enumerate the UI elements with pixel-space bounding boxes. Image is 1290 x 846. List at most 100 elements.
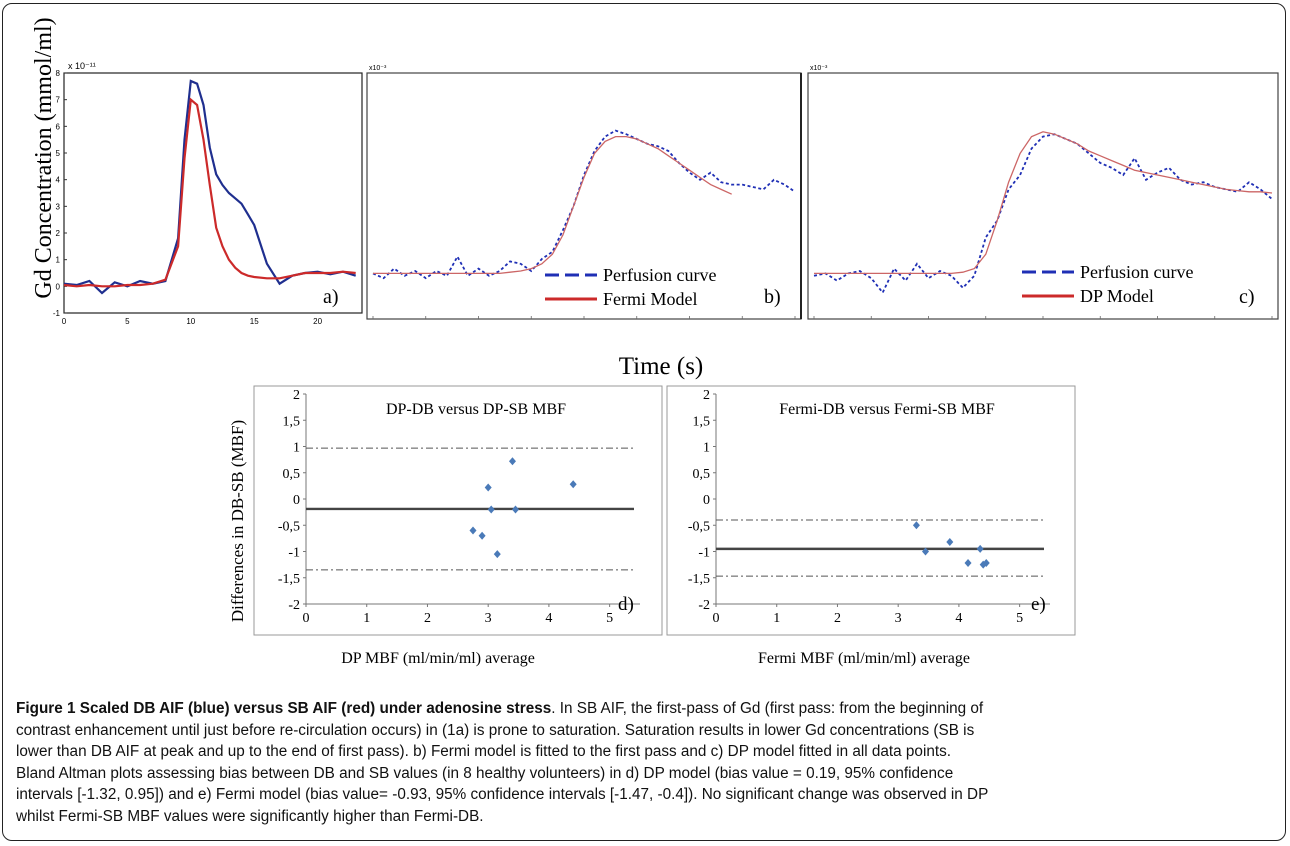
panel-a-series <box>63 79 357 295</box>
x-tick-label: 5 <box>1016 611 1023 626</box>
panel-e: Fermi-DB versus Fermi-SB MBF 2 1,5 1 0,5 0 -0… <box>666 385 1076 667</box>
x-tick-label: 1 <box>363 611 370 626</box>
legend-label: Fermi Model <box>603 289 698 309</box>
panel-a-y-tick: 7 <box>56 96 61 105</box>
x-tick-label: 3 <box>485 611 492 626</box>
panel-c-series <box>813 131 1273 319</box>
data-point <box>982 559 990 568</box>
panel-a-x-tick: 15 <box>250 317 259 326</box>
panel-a-x-tick: 0 <box>62 317 67 326</box>
panel-c: x10⁻³ Perfusion curve DP Model c) <box>807 65 1279 320</box>
y-tick-label: 1 <box>703 441 710 456</box>
panel-d-label: d) <box>618 594 634 615</box>
y-tick-label: -1 <box>288 546 300 561</box>
perfusion-curve-line <box>372 129 796 280</box>
perfusion-curve-line <box>813 133 1273 295</box>
figure-graphic: Gd Concentration (mmol/ml) Time (s) x 10… <box>31 17 1279 667</box>
main-y-axis-label: Gd Concentration (mmol/ml) <box>31 17 57 298</box>
x-tick-label: 5 <box>606 611 613 626</box>
panel-a-scale-note: x 10⁻¹¹ <box>68 61 96 71</box>
ba-y-axis-label: Differences in DB-SB (MBF) <box>228 420 247 622</box>
y-tick-label: -1 <box>698 546 710 561</box>
data-point <box>469 526 477 535</box>
data-point <box>976 544 984 553</box>
panel-a-y-ticks: 8 7 6 5 4 3 2 1 0 -1 <box>53 69 67 318</box>
x-tick-label: 0 <box>713 611 720 626</box>
panel-a-label: a) <box>323 286 339 308</box>
x-tick-label: 4 <box>545 611 552 626</box>
x-tick-label: 4 <box>955 611 962 626</box>
caption-line-5: intervals [-1.32, 0.95]) and e) Fermi mo… <box>16 786 989 803</box>
y-tick-label: 0 <box>703 493 710 508</box>
model-fit-line <box>373 135 732 275</box>
figure-frame <box>2 3 1286 841</box>
x-tick-label: 0 <box>303 611 310 626</box>
panel-e-plot: 21,510,50-0,5-1-1,5-20 1 2 3 4 5 <box>688 388 1050 626</box>
y-tick-label: -1,5 <box>688 572 710 587</box>
y-tick-label: -1,5 <box>278 572 300 587</box>
panel-a-y-tick: 2 <box>56 229 61 238</box>
panel-c-scale-note: x10⁻³ <box>810 65 828 72</box>
panel-a-y-tick: 3 <box>56 202 61 211</box>
panel-d-plot: 21,510,50-0,5-1-1,5-20 1 2 3 4 5 <box>278 388 640 626</box>
panel-d-title: DP-DB versus DP-SB MBF <box>386 401 566 418</box>
panel-a-y-tick: 6 <box>56 122 61 131</box>
x-tick-label: 3 <box>895 611 902 626</box>
y-tick-label: 2 <box>703 388 710 403</box>
y-tick-label: 2 <box>293 388 300 403</box>
panel-d: DP-DB versus DP-SB MBF 2 1,5 1 0,5 0 -0,5 -1 -1… <box>253 385 663 667</box>
data-point <box>493 550 501 559</box>
data-point <box>487 505 495 514</box>
data-point <box>946 538 954 547</box>
data-point <box>922 547 930 556</box>
panel-a-y-tick: 8 <box>56 69 61 78</box>
caption-title: Figure 1 Scaled DB AIF (blue) versus SB … <box>16 700 552 717</box>
data-point <box>569 480 577 489</box>
panel-b-scale-note: x10⁻³ <box>369 65 387 72</box>
x-tick-label: 2 <box>834 611 841 626</box>
data-point <box>964 559 972 568</box>
panel-b-legend: Perfusion curve Fermi Model <box>545 265 716 309</box>
panel-c-legend: Perfusion curve DP Model <box>1022 262 1193 306</box>
y-tick-label: -0,5 <box>278 519 300 534</box>
figure-caption: Figure 1 Scaled DB AIF (blue) versus SB … <box>16 698 1278 827</box>
y-tick-label: 0,5 <box>693 467 711 482</box>
caption-line-6: whilst Fermi-SB MBF values were signific… <box>16 807 484 825</box>
legend-label: Perfusion curve <box>603 265 716 285</box>
panel-a-y-tick: 1 <box>56 256 61 265</box>
data-point <box>484 483 492 492</box>
caption-line-2: contrast enhancement until just before r… <box>16 721 975 739</box>
panel-a-y-tick: 4 <box>56 176 61 185</box>
y-tick-label: 1,5 <box>693 414 711 429</box>
y-tick-label: -2 <box>698 598 710 613</box>
model-fit-line <box>814 131 1273 275</box>
panel-e-label: e) <box>1031 594 1046 615</box>
panel-a-y-tick: -1 <box>53 309 61 318</box>
panel-a-x-tick: 5 <box>125 317 130 326</box>
caption-line-3: lower than DB AIF at peak and up to the … <box>16 743 951 760</box>
panel-a-x-tick: 10 <box>186 317 195 326</box>
y-tick-label: -0,5 <box>688 519 710 534</box>
legend-label: Perfusion curve <box>1080 262 1193 282</box>
data-point <box>508 457 516 466</box>
panel-a-x-ticks: 0 5 10 15 20 <box>62 317 323 326</box>
panel-a-y-tick: 0 <box>56 282 61 291</box>
panel-d-x-axis-label: DP MBF (ml/min/ml) average <box>341 650 535 667</box>
panel-a-x-tick: 20 <box>313 317 322 326</box>
data-point <box>912 521 920 530</box>
y-tick-label: 0 <box>293 493 300 508</box>
y-tick-label: 0,5 <box>283 467 301 482</box>
y-tick-label: 1,5 <box>283 414 301 429</box>
panel-b-label: b) <box>764 286 781 308</box>
caption-line-1: . In SB AIF, the first-pass of Gd (first… <box>551 700 984 717</box>
caption-line-4: Bland Altman plots assessing bias betwee… <box>16 764 954 782</box>
panel-e-title: Fermi-DB versus Fermi-SB MBF <box>779 401 995 418</box>
main-x-axis-label: Time (s) <box>619 353 704 380</box>
x-tick-label: 1 <box>773 611 780 626</box>
panel-c-label: c) <box>1239 286 1255 308</box>
panel-a-sb-aif-line <box>63 97 356 288</box>
data-point <box>512 505 520 514</box>
legend-label: DP Model <box>1080 286 1154 306</box>
data-point <box>478 531 486 540</box>
